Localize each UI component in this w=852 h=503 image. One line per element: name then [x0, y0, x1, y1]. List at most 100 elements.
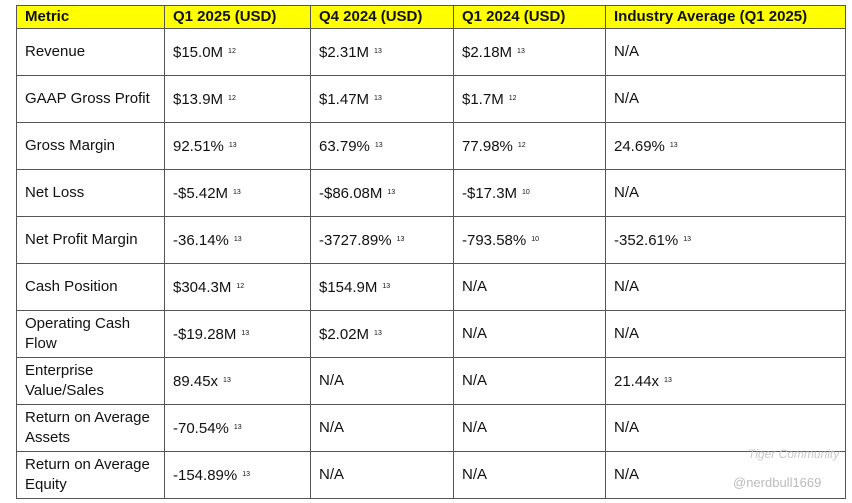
value-cell: N/A	[310, 451, 454, 499]
citation: 13	[374, 141, 383, 149]
value-cell: -$86.08M 13	[310, 169, 454, 217]
table-row: Enterprise Value/Sales 89.45x 13 N/A N/A 21.4…	[16, 357, 846, 405]
cell-text: -154.89%	[173, 466, 238, 484]
table-row: Operating Cash Flow -$19.28M 13 $2.02M 13 N/A…	[16, 310, 846, 358]
header-row: Metric Q1 2025 (USD) Q4 2024 (USD) Q1 2024 …	[16, 5, 846, 29]
citation: 12	[228, 94, 236, 102]
table-row: Revenue $15.0M 12 $2.31M 13 $2.18M 13 N/A	[16, 28, 846, 76]
cell-text: $13.9M	[173, 90, 224, 108]
cell-text: $15.0M	[173, 43, 224, 61]
cell-text: N/A	[614, 278, 640, 295]
value-cell: -$19.28M 13	[164, 310, 311, 358]
value-cell: N/A	[605, 169, 846, 217]
watermark-handle: @nerdbull1669	[733, 475, 822, 490]
value-cell: 24.69% 13	[605, 122, 846, 170]
value-cell: -793.58% 10	[453, 216, 606, 264]
value-cell: $2.31M 13	[310, 28, 454, 76]
cell-text: -$5.42M	[173, 184, 229, 202]
citation: 13	[396, 235, 405, 243]
value-cell: $1.47M 13	[310, 75, 454, 123]
value-cell: -352.61% 13	[605, 216, 846, 264]
cell-text: -$19.28M	[173, 325, 237, 343]
cell-text: -36.14%	[173, 231, 229, 249]
cell-text: N/A	[319, 372, 345, 389]
value-cell: -154.89% 13	[164, 451, 311, 499]
cell-text: $2.18M	[462, 43, 513, 61]
cell-text: -$86.08M	[319, 184, 383, 202]
value-cell: $2.18M 13	[453, 28, 606, 76]
cell-text: $1.7M	[462, 90, 504, 108]
value-cell: 89.45x 13	[164, 357, 311, 405]
table-row: Return on Average Assets -70.54% 13 N/A N/A N…	[16, 404, 846, 452]
cell-text: N/A	[462, 466, 488, 483]
citation: 13	[242, 470, 251, 478]
citation: 13	[669, 141, 678, 149]
metric-cell: Cash Position	[16, 263, 165, 311]
citation: 13	[664, 376, 672, 384]
value-cell: N/A	[605, 310, 846, 358]
value-cell: -$17.3M 10	[453, 169, 606, 217]
metric-cell: Return on Average Equity	[16, 451, 165, 499]
cell-text: Cash Position	[25, 278, 118, 295]
value-cell: $154.9M 13	[310, 263, 454, 311]
cell-text: -352.61%	[614, 231, 679, 249]
citation: 10	[531, 235, 540, 243]
cell-text: GAAP Gross Profit	[25, 90, 150, 107]
table-row: Cash Position $304.3M 12 $154.9M 13 N/A N/A	[16, 263, 846, 311]
cell-text: $2.31M	[319, 43, 370, 61]
cell-text: 24.69%	[614, 137, 665, 155]
header-cell: Q4 2024 (USD)	[310, 5, 454, 29]
value-cell: N/A	[605, 28, 846, 76]
value-cell: 21.44x 13	[605, 357, 846, 405]
cell-text: N/A	[462, 325, 488, 342]
cell-text: $154.9M	[319, 278, 378, 296]
cell-text: Net Loss	[25, 184, 85, 201]
value-cell: $2.02M 13	[310, 310, 454, 358]
value-cell: 92.51% 13	[164, 122, 311, 170]
cell-text: Net Profit Margin	[25, 231, 138, 248]
value-cell: $13.9M 12	[164, 75, 311, 123]
citation: 13	[374, 94, 382, 102]
cell-text: $1.47M	[319, 90, 370, 108]
citation: 13	[241, 329, 250, 337]
value-cell: N/A	[605, 75, 846, 123]
cell-text: 63.79%	[319, 137, 370, 155]
citation: 13	[517, 47, 525, 55]
value-cell: N/A	[605, 451, 846, 499]
value-cell: -3727.89% 13	[310, 216, 454, 264]
citation: 13	[387, 188, 396, 196]
cell-text: -3727.89%	[319, 231, 392, 249]
cell-text: Revenue	[25, 43, 86, 60]
value-cell: 77.98% 12	[453, 122, 606, 170]
cell-text: -793.58%	[462, 231, 527, 249]
header-cell: Q1 2025 (USD)	[164, 5, 311, 29]
citation: 13	[233, 235, 242, 243]
value-cell: -70.54% 13	[164, 404, 311, 452]
cell-text: N/A	[614, 325, 640, 342]
cell-text: Enterprise Value/Sales	[25, 362, 104, 399]
citation: 13	[233, 188, 241, 196]
cell-text: N/A	[462, 372, 488, 389]
citation: 13	[228, 141, 237, 149]
cell-text: 21.44x	[614, 372, 660, 390]
cell-text: -$17.3M	[462, 184, 518, 202]
citation: 12	[517, 141, 526, 149]
cell-text: N/A	[614, 184, 640, 201]
table-row: Gross Margin 92.51% 13 63.79% 13 77.98% 12 24.6…	[16, 122, 846, 170]
cell-text: N/A	[319, 419, 345, 436]
citation: 10	[522, 188, 530, 196]
metric-cell: Enterprise Value/Sales	[16, 357, 165, 405]
metric-cell: GAAP Gross Profit	[16, 75, 165, 123]
cell-text: N/A	[462, 278, 488, 295]
cell-text: 77.98%	[462, 137, 513, 155]
value-cell: $15.0M 12	[164, 28, 311, 76]
cell-text: N/A	[614, 466, 640, 483]
table-row: Net Profit Margin -36.14% 13 -3727.89% 13 -79…	[16, 216, 846, 264]
citation: 12	[508, 94, 517, 102]
value-cell: -$5.42M 13	[164, 169, 311, 217]
table-row: Net Loss -$5.42M 13 -$86.08M 13 -$17.3M 10 N/A	[16, 169, 846, 217]
citation: 12	[228, 47, 236, 55]
citation: 13	[683, 235, 692, 243]
cell-text: Gross Margin	[25, 137, 116, 154]
